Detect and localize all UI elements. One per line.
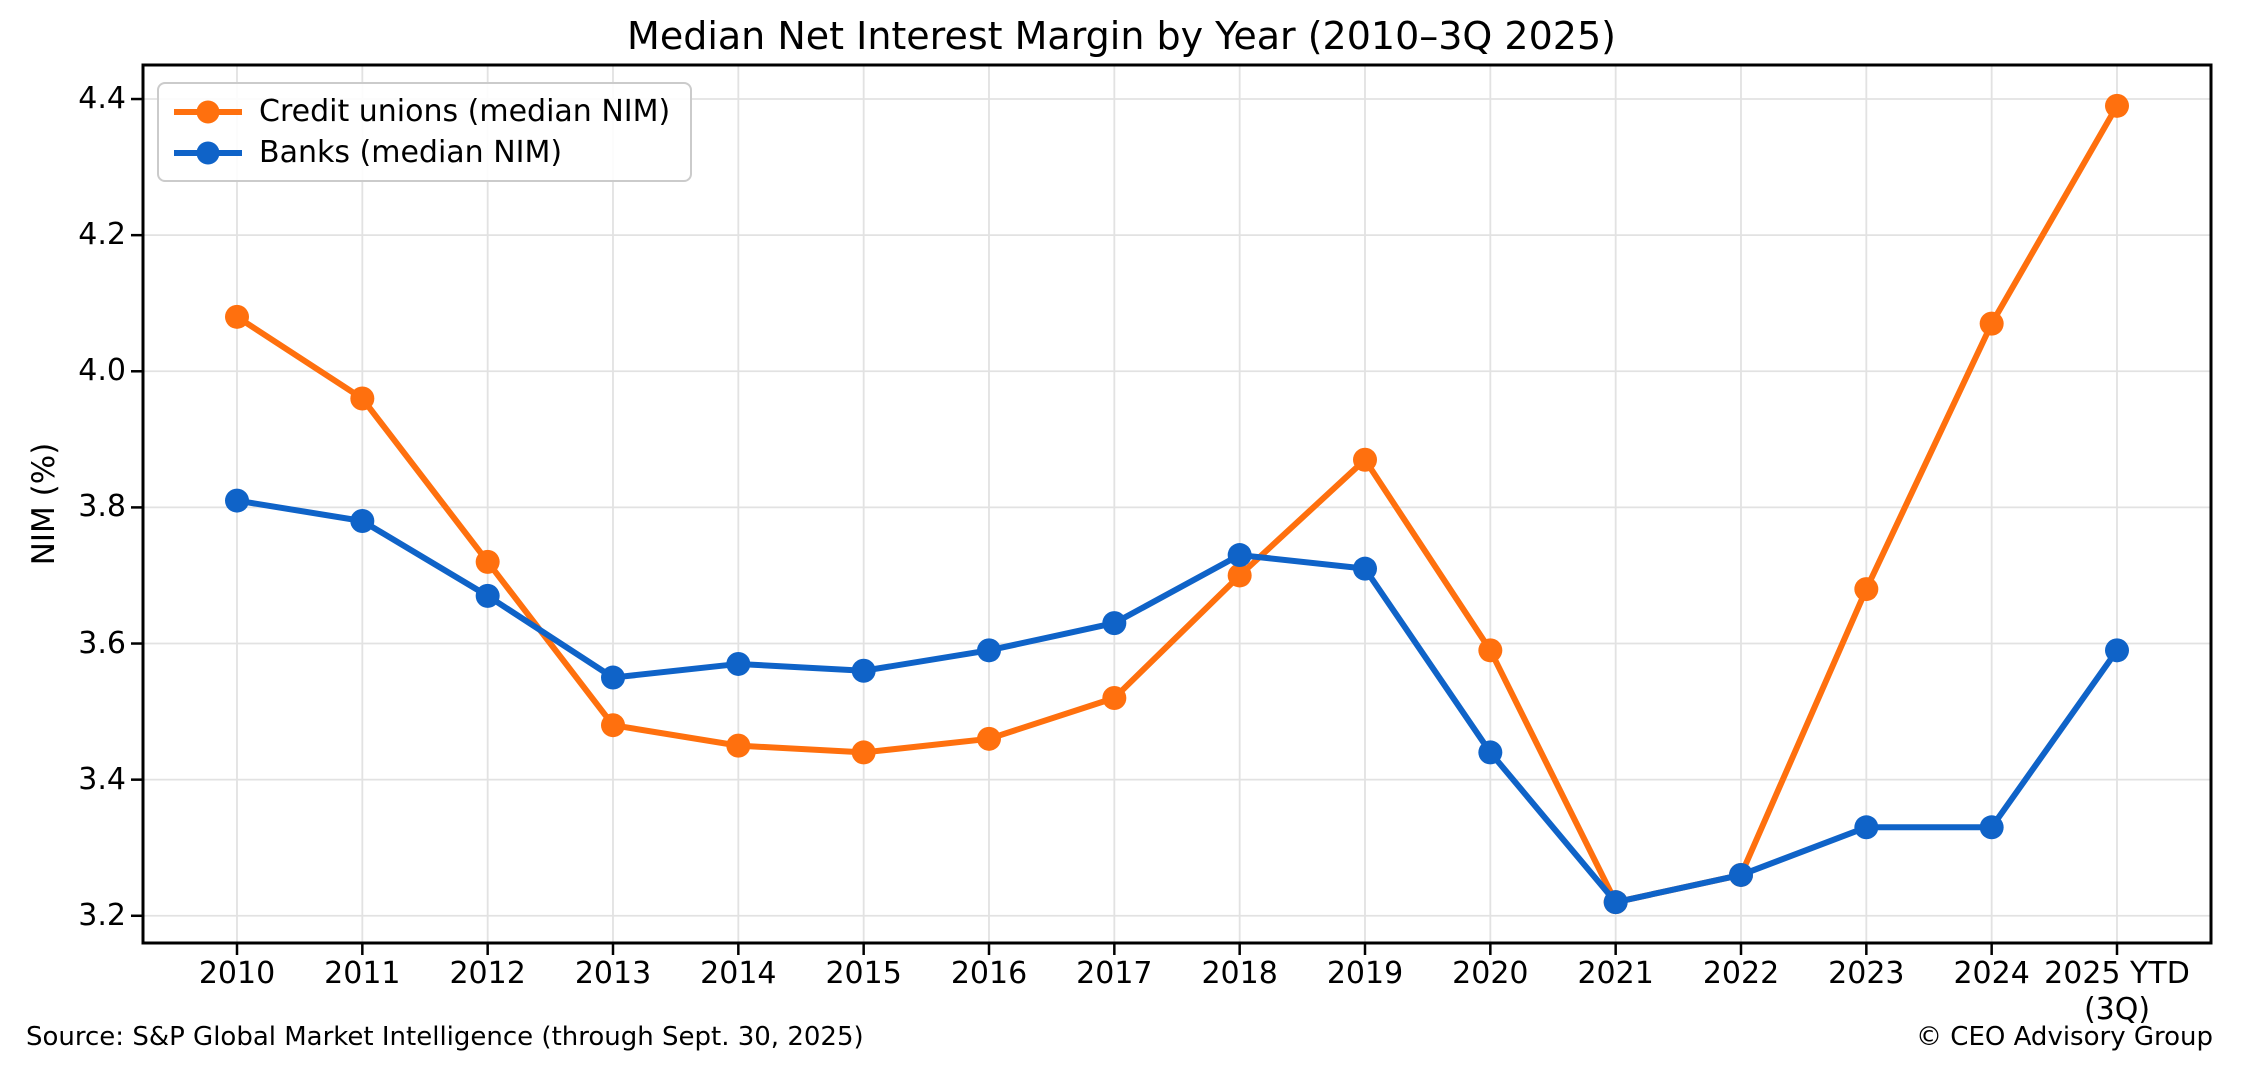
legend-marker-banks <box>174 141 242 164</box>
marker-1-2024 <box>1979 815 2004 840</box>
marker-1-2020 <box>1478 740 1503 765</box>
marker-1-2018 <box>1227 543 1252 568</box>
marker-0-2015 <box>851 740 876 765</box>
ytick-label: 3.8 <box>78 489 126 525</box>
marker-1-2023 <box>1854 815 1879 840</box>
marker-0-2017 <box>1102 685 1127 710</box>
xtick-label-line2: (3Q) <box>2083 992 2151 1027</box>
xtick-label: 2021 <box>1577 956 1654 991</box>
ytick-label: 3.4 <box>78 761 126 797</box>
legend-marker-credit-unions <box>174 100 242 123</box>
xtick-label: 2011 <box>324 956 401 991</box>
legend-item-banks: Banks (median NIM) <box>171 135 670 170</box>
xtick-label: 2023 <box>1828 956 1905 991</box>
source-note: Source: S&P Global Market Intelligence (… <box>26 1022 864 1052</box>
marker-1-2019 <box>1353 556 1377 581</box>
marker-0-2025 YTD <box>2105 93 2129 118</box>
xtick-label: 2017 <box>1076 956 1153 991</box>
marker-0-2011 <box>350 386 375 411</box>
marker-0-2013 <box>601 713 625 738</box>
marker-1-2021 <box>1603 890 1628 915</box>
xtick-label: 2015 <box>825 956 902 991</box>
legend-label-credit-unions: Credit unions (median NIM) <box>259 94 671 129</box>
marker-0-2014 <box>726 733 751 758</box>
ytick-label: 4.0 <box>78 353 126 389</box>
marker-0-2024 <box>1979 311 2004 336</box>
marker-0-2016 <box>977 726 1001 751</box>
series-line-0 <box>235 104 2120 906</box>
xtick-label: 2016 <box>950 956 1028 991</box>
xtick-label: 2025 YTD <box>2044 956 2190 991</box>
copyright-note: © CEO Advisory Group <box>1916 1022 2213 1052</box>
xtick-label: 2018 <box>1201 956 1278 991</box>
legend-item-credit-unions: Credit unions (median NIM) <box>171 94 670 129</box>
marker-1-2011 <box>350 509 375 534</box>
marker-1-2014 <box>726 651 751 676</box>
ytick-label: 4.2 <box>78 217 126 253</box>
xtick-label: 2012 <box>449 956 526 991</box>
marker-1-2010 <box>225 488 249 513</box>
marker-1-2013 <box>601 665 625 690</box>
marker-1-2012 <box>475 583 500 608</box>
marker-0-2019 <box>1353 447 1377 472</box>
marker-1-2017 <box>1102 611 1127 636</box>
xtick-label: 2020 <box>1452 956 1529 991</box>
marker-0-2012 <box>475 549 500 574</box>
chart-title: Median Net Interest Margin by Year (2010… <box>627 14 1616 58</box>
xtick-label: 2013 <box>574 956 652 991</box>
xtick-label: 2014 <box>700 956 777 991</box>
marker-0-2018 <box>1227 563 1252 588</box>
series-line-1 <box>236 497 2120 906</box>
marker-0-2020 <box>1478 638 1503 663</box>
xtick-label: 2019 <box>1326 956 1404 991</box>
marker-0-2010 <box>225 304 249 329</box>
legend: Credit unions (median NIM) Banks (median… <box>157 82 693 182</box>
ytick-label: 4.4 <box>78 81 126 117</box>
xtick-label: 2010 <box>198 956 276 991</box>
marker-0-2023 <box>1854 577 1879 602</box>
xtick-label: 2024 <box>1953 956 2030 991</box>
marker-1-2025 YTD <box>2105 638 2129 663</box>
ytick-label: 3.2 <box>78 897 126 933</box>
marker-1-2022 <box>1729 862 1753 887</box>
marker-1-2015 <box>851 658 876 683</box>
axes-frame <box>141 63 2213 945</box>
ytick-label: 3.6 <box>78 625 126 661</box>
legend-label-banks: Banks (median NIM) <box>259 135 563 170</box>
marker-1-2016 <box>977 638 1001 663</box>
xtick-label: 2022 <box>1702 956 1780 991</box>
